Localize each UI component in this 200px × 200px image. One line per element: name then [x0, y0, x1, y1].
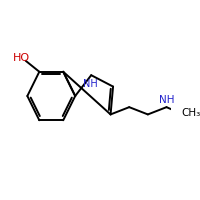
Text: CH₃: CH₃	[182, 108, 200, 118]
Text: NH: NH	[159, 95, 174, 105]
Text: NH: NH	[83, 79, 98, 89]
Text: HO: HO	[13, 53, 30, 63]
